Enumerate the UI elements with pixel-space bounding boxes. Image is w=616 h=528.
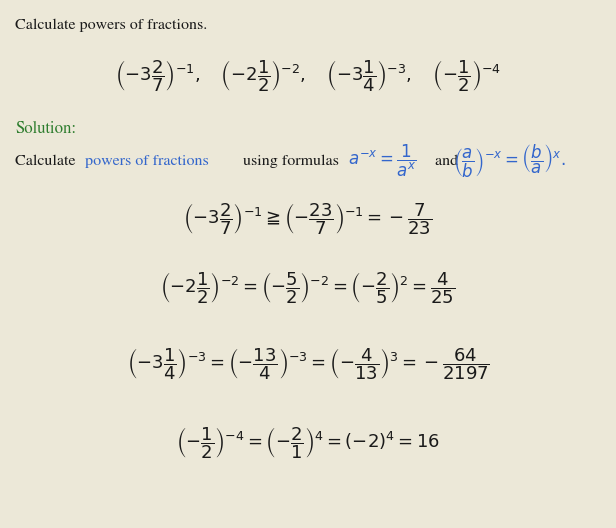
Text: $\left(-3\dfrac{2}{7}\right)^{-1} \geqq \left(-\dfrac{23}{7}\right)^{-1} = -\dfr: $\left(-3\dfrac{2}{7}\right)^{-1} \geqq … bbox=[184, 201, 432, 237]
Text: $\left(-2\dfrac{1}{2}\right)^{-2} = \left(-\dfrac{5}{2}\right)^{-2} = \left(-\df: $\left(-2\dfrac{1}{2}\right)^{-2} = \lef… bbox=[161, 270, 455, 306]
Text: $\left(-3\dfrac{1}{4}\right)^{-3} = \left(-\dfrac{13}{4}\right)^{-3} = \left(-\d: $\left(-3\dfrac{1}{4}\right)^{-3} = \lef… bbox=[126, 346, 490, 382]
Text: $\left(\dfrac{a}{b}\right)^{-x} = \left(\dfrac{b}{a}\right)^{x}.$: $\left(\dfrac{a}{b}\right)^{-x} = \left(… bbox=[453, 143, 565, 180]
Text: Calculate powers of fractions.: Calculate powers of fractions. bbox=[15, 18, 208, 32]
Text: using formulas: using formulas bbox=[239, 154, 343, 168]
Text: powers of fractions: powers of fractions bbox=[85, 154, 209, 168]
Text: $a^{-x} = \dfrac{1}{a^x}$: $a^{-x} = \dfrac{1}{a^x}$ bbox=[348, 143, 417, 179]
Text: $\left(-3\dfrac{2}{7}\right)^{-1},\quad\left(-2\dfrac{1}{2}\right)^{-2},\quad\le: $\left(-3\dfrac{2}{7}\right)^{-1},\quad\… bbox=[115, 59, 501, 95]
Text: and: and bbox=[431, 154, 462, 168]
Text: Solution:: Solution: bbox=[15, 121, 76, 137]
Text: $\left(-\dfrac{1}{2}\right)^{-4} = \left(-\dfrac{2}{1}\right)^{4} = (-2)^{4} = 1: $\left(-\dfrac{1}{2}\right)^{-4} = \left… bbox=[176, 426, 440, 461]
Text: Calculate: Calculate bbox=[15, 154, 80, 168]
